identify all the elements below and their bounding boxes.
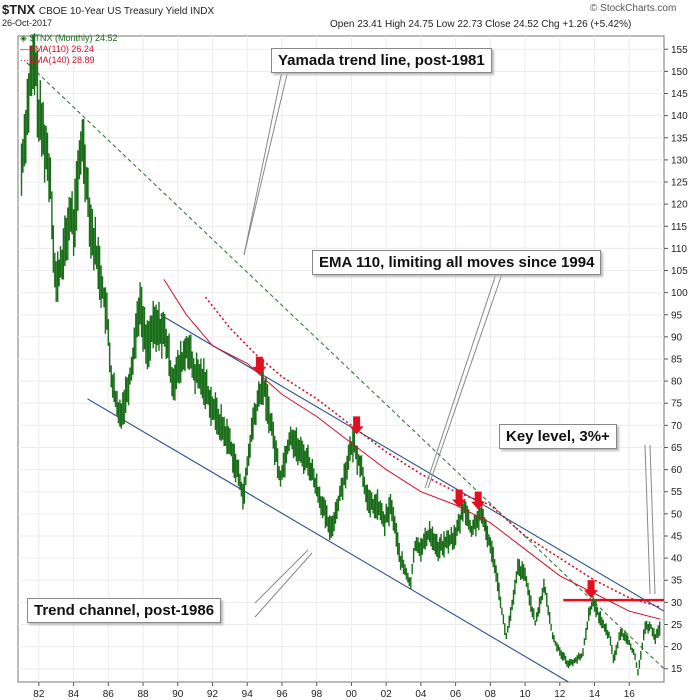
x-tick-label: 88: [137, 689, 149, 700]
x-tick-label: 08: [485, 689, 497, 700]
y-tick-label: 40: [671, 554, 683, 565]
annotation-leaders: [243, 65, 656, 618]
trendlines: [26, 62, 665, 683]
leader-line-5: [649, 444, 656, 595]
x-tick-label: 98: [311, 689, 323, 700]
y-tick-label: 130: [671, 155, 688, 166]
y-tick-label: 125: [671, 178, 688, 189]
leader-line-3: [427, 270, 504, 489]
y-tick-label: 100: [671, 288, 688, 299]
y-tick-label: 135: [671, 133, 688, 144]
legend-dotted-icon: ···: [20, 55, 29, 65]
y-tick-label: 45: [671, 531, 683, 542]
y-tick-label: 50: [671, 509, 683, 520]
ohlc-readout: Open 23.41 High 24.75 Low 22.73 Close 24…: [330, 19, 632, 30]
x-tick-label: 10: [520, 689, 532, 700]
y-axis-ticks: 15 20 25 30 35 40 45 50 55 60 65 70 75 80 85 90 95 100 105…: [664, 45, 688, 675]
arrow-markers: [252, 356, 599, 599]
y-tick-label: 20: [671, 642, 683, 653]
x-tick-label: 84: [68, 689, 80, 700]
y-tick-label: 70: [671, 421, 683, 432]
y-tick-label: 140: [671, 111, 688, 122]
y-tick-label: 60: [671, 465, 683, 476]
legend-item-ema140: ···EMA(140) 28.89: [20, 55, 95, 65]
x-tick-label: 94: [242, 689, 254, 700]
down-arrow-icon: [584, 580, 599, 599]
x-tick-label: 00: [346, 689, 358, 700]
annotation-ema: EMA 110, limiting all moves since 1994: [312, 250, 602, 275]
legend-swatch-icon: ◈: [20, 33, 27, 43]
x-tick-label: 86: [103, 689, 115, 700]
brand-logo-text: © StockCharts.com: [590, 3, 677, 14]
x-tick-label: 92: [207, 689, 219, 700]
down-arrow-icon: [349, 416, 364, 435]
y-tick-label: 115: [671, 222, 687, 233]
down-arrow-icon: [471, 491, 486, 510]
legend-line-icon: —: [20, 44, 29, 54]
y-tick-label: 145: [671, 89, 688, 100]
y-tick-label: 25: [671, 620, 683, 631]
series-price-bars: [20, 33, 661, 676]
leader-line-0: [243, 65, 284, 256]
x-tick-label: 16: [624, 689, 636, 700]
y-tick-label: 105: [671, 266, 688, 277]
annotation-key-level: Key level, 3%+: [499, 424, 617, 449]
y-tick-label: 150: [671, 67, 688, 78]
y-tick-label: 15: [671, 664, 683, 675]
y-tick-label: 120: [671, 200, 688, 211]
legend-item-ema110: —EMA(110) 26.24: [20, 44, 94, 54]
leader-line-6: [254, 549, 309, 604]
series-ema140: [204, 296, 661, 608]
y-tick-label: 80: [671, 377, 683, 388]
series-lines: [20, 33, 661, 676]
y-tick-label: 155: [671, 45, 688, 56]
series-ema110: [163, 279, 661, 620]
y-tick-label: 110: [671, 244, 687, 255]
y-tick-label: 90: [671, 332, 683, 343]
y-tick-label: 85: [671, 355, 683, 366]
chart-title: $TNX CBOE 10-Year US Treasury Yield INDX: [2, 2, 214, 17]
y-tick-label: 35: [671, 576, 683, 587]
x-tick-label: 12: [554, 689, 566, 700]
leader-line-1: [243, 65, 290, 256]
x-tick-label: 14: [589, 689, 601, 700]
chart-date: 26-Oct-2017: [2, 18, 53, 28]
trendline-1: [160, 314, 665, 612]
leader-line-2: [424, 270, 498, 489]
trendline-2: [87, 398, 569, 683]
y-tick-label: 75: [671, 399, 683, 410]
x-tick-label: 02: [381, 689, 393, 700]
annotation-channel: Trend channel, post-1986: [27, 598, 222, 623]
x-tick-label: 06: [450, 689, 462, 700]
y-tick-label: 30: [671, 598, 683, 609]
symbol-name: CBOE 10-Year US Treasury Yield INDX: [38, 6, 215, 17]
x-tick-label: 90: [172, 689, 184, 700]
leader-line-4: [644, 444, 651, 595]
annotation-yamada: Yamada trend line, post-1981: [271, 48, 492, 73]
y-tick-label: 95: [671, 310, 683, 321]
x-tick-label: 96: [276, 689, 288, 700]
x-axis-ticks: 82 84 86 88 90 92 94 96 98 00 02 04 06 08 10 12 14 16: [33, 682, 635, 700]
y-tick-label: 65: [671, 443, 683, 454]
y-tick-label: 55: [671, 487, 683, 498]
down-arrow-icon: [252, 356, 267, 375]
symbol: $TNX: [2, 2, 36, 17]
leader-line-7: [254, 552, 313, 618]
down-arrow-icon: [452, 489, 467, 508]
x-tick-label: 04: [415, 689, 427, 700]
x-tick-label: 82: [33, 689, 45, 700]
legend-item-price: ◈ $TNX (Monthly) 24.52: [20, 33, 118, 43]
